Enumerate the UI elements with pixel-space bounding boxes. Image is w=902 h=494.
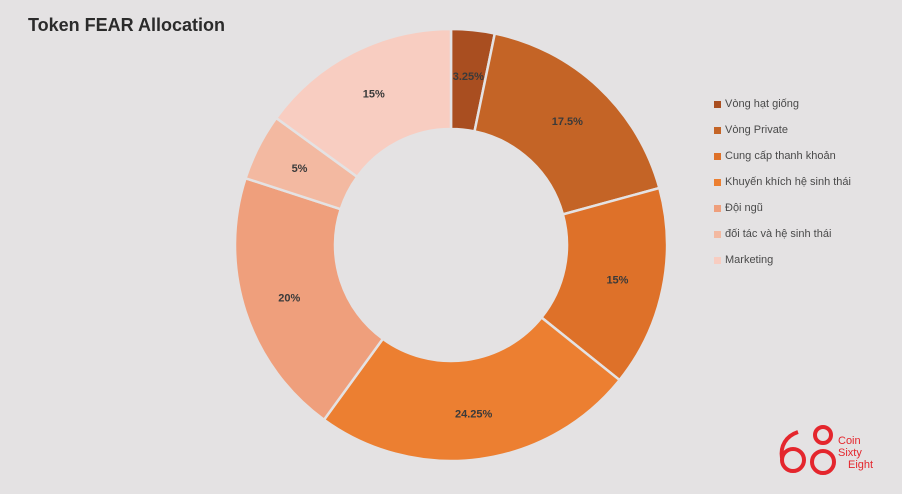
slice-label-5: 5% xyxy=(292,163,308,175)
slice-label-3: 24.25% xyxy=(455,408,493,420)
slice-label-0: 3.25% xyxy=(453,71,484,83)
legend-item: Đội ngũ xyxy=(714,195,851,221)
legend-label: Cung cấp thanh khoản xyxy=(725,150,836,162)
legend-label: Khuyến khích hệ sinh thái xyxy=(725,176,851,188)
slice-label-6: 15% xyxy=(363,89,385,101)
legend-item: Cung cấp thanh khoản xyxy=(714,143,851,169)
slice-4 xyxy=(233,176,385,422)
legend-item: đối tác và hệ sinh thái xyxy=(714,221,851,247)
slice-3 xyxy=(322,315,622,463)
legend-label: Vòng hạt giống xyxy=(725,98,800,110)
legend-item: Khuyến khích hệ sinh thái xyxy=(714,169,851,195)
legend-label: Vòng Private xyxy=(725,124,788,136)
legend-label: Đội ngũ xyxy=(725,202,763,214)
slice-6 xyxy=(274,27,453,179)
legend-item: Marketing xyxy=(714,247,851,273)
legend-item: Vòng Private xyxy=(714,117,851,143)
legend-swatch xyxy=(714,100,721,108)
legend-item: Vòng hạt giống xyxy=(714,91,851,117)
legend: Vòng hạt giống Vòng Private Cung cấp thanh… xyxy=(714,91,851,273)
slice-label-4: 20% xyxy=(278,293,300,305)
slices-group xyxy=(233,27,669,463)
donut-chart: 3.25% 17.5% 15% 24.25% 20% 5% 15% xyxy=(233,27,669,463)
legend-swatch xyxy=(714,152,721,160)
legend-label: Marketing xyxy=(725,254,774,266)
legend-label: đối tác và hệ sinh thái xyxy=(725,228,832,240)
coin-sixty-eight-logo: Coin Sixty Eight xyxy=(779,425,873,475)
chart-title: Token FEAR Allocation xyxy=(28,15,226,35)
slice-label-2: 15% xyxy=(606,274,628,286)
slice-label-1: 17.5% xyxy=(552,116,583,128)
logo-text-coin: Coin xyxy=(838,435,861,447)
labels-group: 3.25% 17.5% 15% 24.25% 20% 5% 15% xyxy=(278,71,628,421)
logo-text-sixty: Sixty xyxy=(838,447,862,459)
logo-text-eight: Eight xyxy=(848,459,873,471)
legend-swatch xyxy=(714,230,721,238)
slice-1 xyxy=(473,32,661,216)
legend-swatch xyxy=(714,256,721,264)
legend-swatch xyxy=(714,204,721,212)
legend-swatch xyxy=(714,126,721,134)
legend-swatch xyxy=(714,178,721,186)
